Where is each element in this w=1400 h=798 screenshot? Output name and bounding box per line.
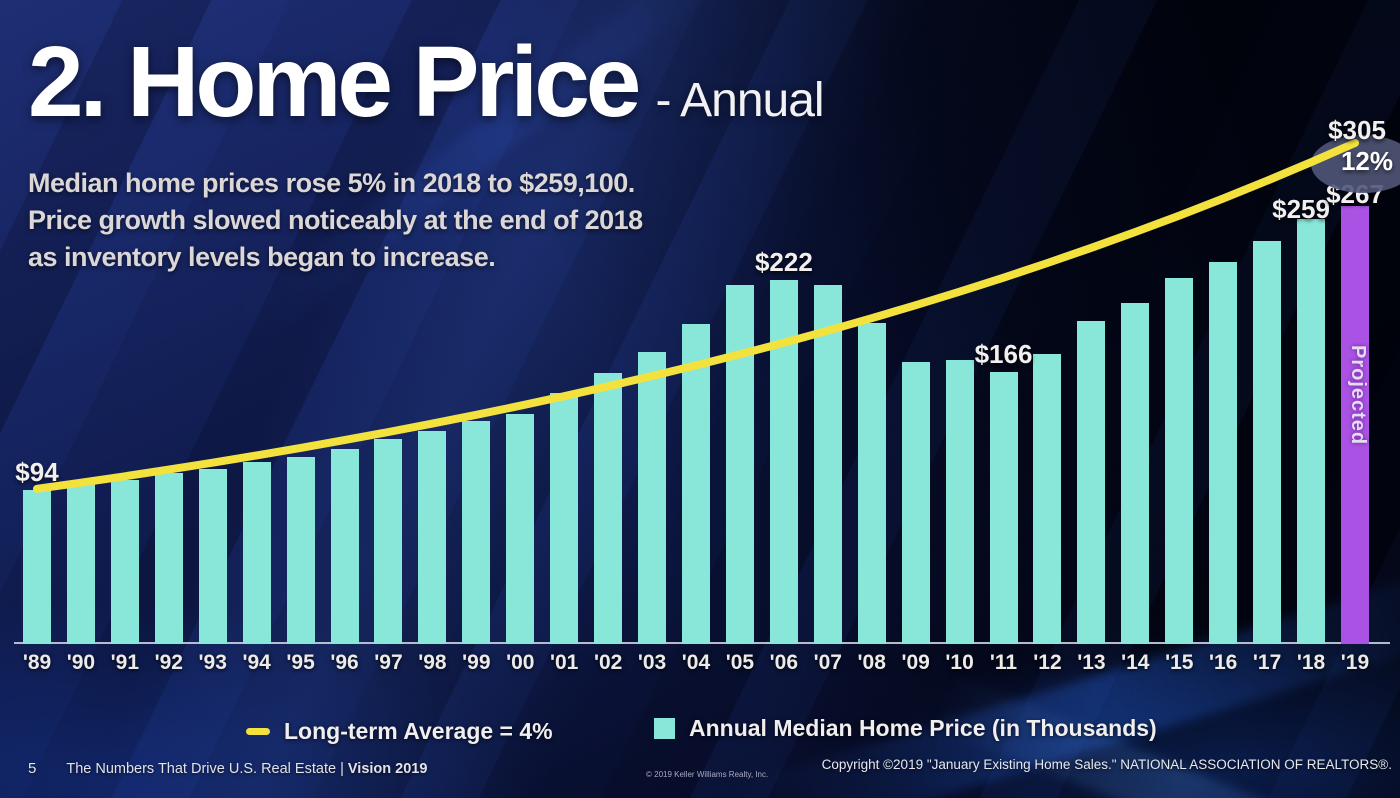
bar-91	[110, 480, 139, 644]
bar-05	[725, 285, 754, 644]
x-tick-99: '99	[462, 651, 491, 674]
x-tick-96: '96	[330, 651, 359, 674]
bar-92	[154, 473, 183, 644]
legend-trend-label: Long-term Average = 4%	[284, 718, 553, 744]
bar-16	[1209, 262, 1238, 644]
x-tick-09: '09	[901, 651, 930, 674]
x-tick-02: '02	[593, 651, 623, 674]
legend-item-trend: Long-term Average = 4%	[246, 718, 553, 745]
x-tick-95: '95	[286, 651, 315, 674]
trend-line-swatch-icon	[246, 728, 270, 735]
page-title-suffix: - Annual	[655, 74, 824, 127]
bar-89	[23, 490, 51, 644]
x-tick-07: '07	[813, 651, 842, 674]
title-row: 2. Home Price - Annual	[28, 26, 825, 138]
bar-14	[1121, 303, 1150, 644]
x-tick-91: '91	[110, 651, 140, 674]
bar-value-label: $94	[15, 456, 59, 487]
bar-value-label: $222	[754, 246, 813, 277]
x-tick-12: '12	[1033, 651, 1062, 674]
bar-17	[1253, 241, 1282, 644]
footer-left: 5 The Numbers That Drive U.S. Real Estat…	[28, 760, 427, 777]
bar-90	[66, 483, 95, 644]
bar-06	[769, 280, 798, 644]
bar-15	[1165, 278, 1194, 644]
projected-bar-label: Projected	[1347, 345, 1369, 446]
bar-10	[945, 360, 974, 644]
legend-item-bars: Annual Median Home Price (in Thousands)	[654, 715, 1157, 742]
bar-93	[198, 469, 227, 644]
x-tick-01: '01	[550, 651, 579, 674]
x-tick-17: '17	[1252, 651, 1282, 674]
x-tick-08: '08	[857, 651, 886, 674]
bar-swatch-icon	[654, 718, 675, 739]
x-tick-16: '16	[1209, 651, 1238, 674]
page-title: 2. Home Price	[28, 26, 641, 138]
bar-95	[286, 457, 315, 644]
x-tick-97: '97	[374, 651, 403, 674]
x-tick-94: '94	[242, 651, 271, 674]
bar-12	[1033, 354, 1062, 644]
x-tick-03: '03	[637, 651, 667, 674]
x-tick-98: '98	[418, 651, 447, 674]
x-tick-04: '04	[681, 651, 711, 674]
bar-13	[1077, 321, 1106, 644]
bar-11	[989, 372, 1018, 644]
bar-94	[242, 462, 271, 644]
trend-end-value-label: $305	[1328, 115, 1386, 145]
x-tick-18: '18	[1296, 651, 1326, 674]
x-tick-05: '05	[725, 651, 755, 674]
bar-04	[681, 324, 710, 644]
bar-03	[638, 352, 667, 644]
x-tick-90: '90	[66, 651, 96, 674]
footer-copyright-small: © 2019 Keller Williams Realty, Inc.	[646, 770, 769, 779]
bar-97	[374, 439, 403, 644]
bar-value-label: $259	[1272, 194, 1330, 225]
x-tick-14: '14	[1121, 651, 1150, 674]
bar-02	[594, 373, 623, 644]
x-tick-00: '00	[506, 651, 535, 674]
x-tick-89: '89	[22, 651, 52, 674]
x-tick-19: '19	[1340, 651, 1370, 674]
footer-deck-title-text: The Numbers That Drive U.S. Real Estate …	[66, 761, 348, 777]
x-tick-93: '93	[198, 651, 227, 674]
bar-00	[506, 414, 535, 644]
bar-value-label: $267	[1326, 179, 1384, 210]
gap-percent-label: 12%	[1340, 146, 1393, 176]
bar-09	[901, 362, 930, 644]
bar-08	[857, 323, 886, 644]
legend-bars-label: Annual Median Home Price (in Thousands)	[689, 715, 1157, 741]
footer-source: Copyright ©2019 "January Existing Home S…	[821, 757, 1392, 772]
bar-98	[418, 431, 447, 644]
bar-18	[1297, 219, 1326, 644]
x-tick-11: '11	[989, 651, 1018, 674]
bar-96	[330, 449, 359, 644]
footer-deck-title-bold: Vision 2019	[347, 761, 428, 777]
page-number: 5	[28, 760, 37, 777]
bar-01	[550, 393, 579, 644]
bar-99	[462, 421, 491, 644]
bar-value-label: $166	[974, 338, 1033, 369]
footer-deck-title: The Numbers That Drive U.S. Real Estate …	[66, 761, 427, 777]
x-tick-06: '06	[769, 651, 799, 674]
bar-07	[813, 285, 842, 644]
x-tick-13: '13	[1077, 651, 1106, 674]
x-tick-92: '92	[154, 651, 183, 674]
x-tick-10: '10	[945, 651, 974, 674]
x-tick-15: '15	[1165, 651, 1194, 674]
